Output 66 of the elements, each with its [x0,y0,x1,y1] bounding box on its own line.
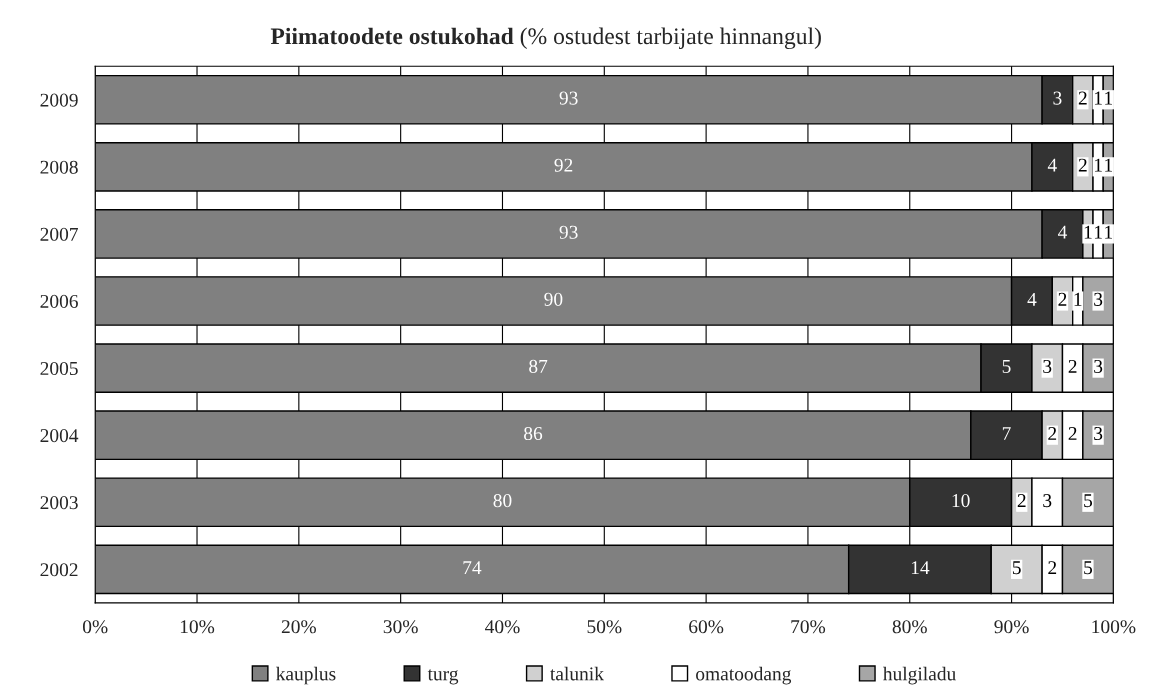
x-tick-label: 60% [689,620,724,634]
data-label: 1 [1105,158,1112,172]
y-tick-label: 2004 [40,429,79,443]
data-label: 93 [559,91,578,105]
x-tick-label: 70% [791,620,826,634]
data-label: 74 [463,561,482,575]
chart-title: Piimatoodete ostukohad [270,27,514,45]
x-tick-label: 10% [180,620,215,634]
x-tick-label: 30% [383,620,418,634]
x-tick-label: 50% [587,620,622,634]
data-label: 3 [1094,292,1103,306]
data-label: 2 [1048,426,1057,440]
x-tick-label: 0% [82,620,108,634]
data-label: 1 [1105,225,1112,239]
y-tick-label: 2008 [40,160,78,174]
data-label: 2 [1068,359,1077,373]
data-label: 1 [1074,292,1082,306]
data-label: 2 [1078,158,1087,172]
legend-label: kauplus [276,666,336,685]
data-label: 4 [1027,292,1037,306]
data-label: 3 [1043,359,1052,373]
data-label: 5 [1084,494,1093,508]
data-label: 2 [1048,561,1057,575]
y-tick-label: 2003 [40,496,78,510]
data-label: 2 [1068,426,1077,440]
data-label: 1 [1084,225,1092,239]
data-label: 90 [544,292,563,306]
y-tick-label: 2009 [40,93,78,107]
legend-label: omatoodang [696,666,792,685]
legend-label: talunik [550,666,604,681]
data-label: 14 [911,561,930,575]
data-label: 2 [1017,494,1026,507]
data-label: 93 [559,225,578,239]
data-label: 1 [1094,91,1102,105]
data-label: 80 [493,494,512,508]
data-label: 1 [1094,225,1102,239]
x-tick-label: 40% [485,620,520,634]
x-tick-label: 80% [892,620,927,634]
legend-label: turg [427,669,459,685]
y-tick-label: 2002 [40,563,78,577]
data-label: 3 [1094,359,1103,373]
y-tick-label: 2005 [40,361,78,376]
data-label: 3 [1043,494,1052,508]
data-label: 4 [1058,225,1068,239]
data-label: 5 [1012,561,1021,575]
data-label: 5 [1002,360,1011,373]
data-label: 1 [1105,91,1112,105]
data-label: 10 [952,494,970,508]
x-tick-label: 20% [281,620,316,634]
data-label: 2 [1058,292,1067,306]
y-tick-label: 2007 [40,227,78,241]
data-label: 87 [529,359,548,373]
data-label: 92 [554,158,573,172]
y-tick-label: 2006 [40,294,78,308]
data-label: 3 [1053,91,1062,105]
chart-subtitle: (% ostudest tarbijate hinnangul) [520,27,821,50]
data-label: 86 [524,426,543,441]
data-label: 4 [1047,158,1057,172]
x-tick-label: 90% [994,620,1029,634]
x-tick-label: 100% [1092,620,1136,634]
legend-label: hulgiladu [883,666,956,685]
data-label: 5 [1084,561,1093,575]
data-label: 7 [1002,427,1011,440]
data-label: 3 [1094,426,1103,441]
data-label: 1 [1094,158,1102,172]
data-label: 2 [1078,91,1087,105]
